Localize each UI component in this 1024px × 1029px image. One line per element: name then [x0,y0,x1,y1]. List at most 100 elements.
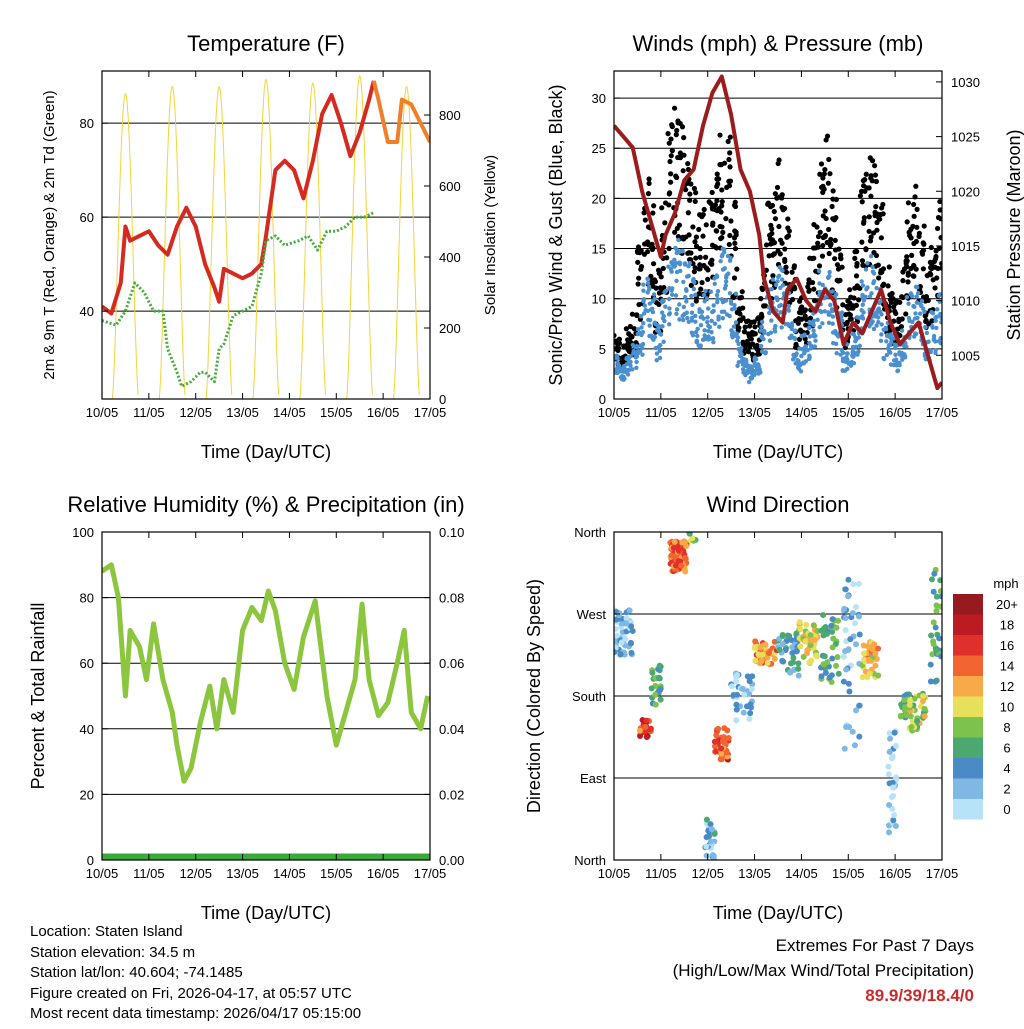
wind-point [933,318,938,324]
wind-point [756,363,761,369]
direction-point [937,603,942,610]
gust-point [905,270,912,276]
gust-point [668,153,674,159]
wind-point [786,303,792,309]
wind-point [759,324,764,329]
series-9m-t [371,80,430,144]
series-2m-td [102,211,375,388]
direction-point [757,644,764,651]
direction-point [885,771,892,778]
wind-point [840,350,846,355]
x-tick-label: 17/05 [414,405,447,420]
gust-point [868,193,874,199]
direction-point [752,657,759,664]
gust-point [703,254,709,260]
wind-point [759,319,765,325]
wind-point [743,372,748,378]
gust-point [852,285,858,291]
gust-point [662,220,668,226]
gust-point [712,202,719,208]
direction-point [901,707,908,714]
gust-point [893,300,899,306]
gust-point [833,196,839,203]
wind-point [769,318,774,323]
station-info: Location: Staten Island Station elevatio… [30,922,361,1025]
wind-point [871,271,877,276]
direction-point [921,705,928,712]
gust-point [715,181,721,187]
wind-point [930,325,935,330]
y-tick-label: 60 [80,210,94,225]
gust-point [736,325,742,331]
wind-point [805,347,810,353]
direction-point [707,838,714,845]
data-marks [102,562,430,860]
gust-point [672,229,678,235]
wind-point [904,295,910,300]
wind-point [812,344,818,349]
gust-point [740,315,746,322]
wind-point [735,363,740,368]
gust-point [782,256,788,263]
direction-point [752,638,759,645]
wind-point [657,355,663,361]
gust-point [693,190,699,196]
direction-point [930,588,937,595]
data-marks [102,75,430,399]
wind-point [754,367,760,372]
gust-point [830,188,836,194]
wind-point [906,315,912,321]
wind-point [646,287,652,292]
wind-point [735,335,741,340]
direction-point [649,669,656,676]
direction-point [890,784,897,791]
gust-point [832,237,838,244]
direction-point [927,678,934,685]
direction-point [708,826,715,833]
direction-point [628,623,635,630]
legend-label: 18 [1000,618,1014,633]
gust-point [820,175,826,181]
wind-point [673,261,679,266]
wind-point [855,352,860,357]
wind-point [638,314,644,319]
wind-point [760,349,765,355]
wind-point [830,314,836,319]
wind-point [856,335,862,340]
gust-point [933,253,939,260]
direction-point [756,660,763,667]
direction-point [784,632,791,639]
wind-point [667,322,672,327]
wind-point [686,273,691,279]
wind-point [673,293,679,298]
direction-point [930,640,937,647]
figure-created: Figure created on Fri, 2026-04-17, at 05… [30,984,352,1002]
gust-point [911,240,917,247]
gust-point [854,263,860,269]
gust-point [835,278,842,284]
wind-point [638,330,643,336]
wind-point [937,292,942,297]
gust-point [863,171,869,177]
wind-point [895,368,901,373]
gust-point [677,150,683,156]
x-tick-label: 16/05 [879,866,912,881]
gust-point [685,161,691,167]
x-axis-label: Time (Day/UTC) [713,442,843,462]
gust-point [708,200,714,206]
direction-point [734,691,741,698]
gust-point [676,222,683,228]
wind-point [939,312,942,317]
direction-point [718,750,725,757]
gust-point [860,220,867,226]
y-tick-label: West [577,607,607,622]
wind-point [799,361,804,367]
direction-point [733,701,740,708]
gust-point [825,180,831,186]
gust-point [905,279,911,285]
wind-point [723,298,729,303]
direction-point [623,615,630,622]
wind-point [803,344,809,349]
direction-point [828,622,835,629]
direction-point [636,727,643,734]
